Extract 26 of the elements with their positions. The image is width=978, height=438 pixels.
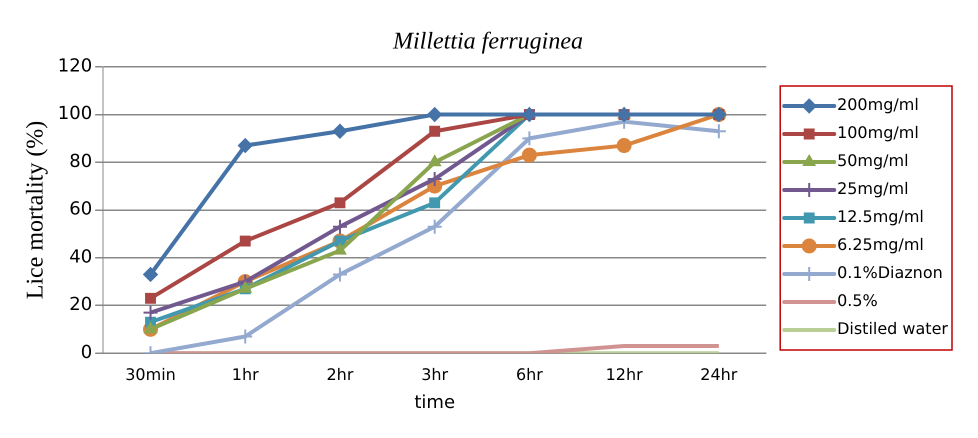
- y-tick-label: 80: [69, 150, 92, 172]
- legend-label: 25mg/ml: [786, 179, 909, 198]
- x-tick-label: 2hr: [326, 364, 354, 384]
- x-tick-label: 6hr: [516, 364, 544, 384]
- y-tick-label: 120: [58, 55, 92, 76]
- y-tick-label: 40: [69, 246, 92, 268]
- x-axis-title: time: [414, 392, 456, 413]
- legend-label: 0.1%Diaznon: [786, 263, 943, 282]
- legend-label: Distiled water: [786, 319, 948, 338]
- x-tick-label: 30min: [125, 364, 176, 384]
- chart-title: Millettia ferruginea: [392, 28, 583, 55]
- legend-label: 6.25mg/ml: [786, 235, 924, 254]
- x-tick-label: 12hr: [606, 364, 644, 384]
- y-tick-label: 20: [69, 294, 92, 316]
- y-tick-label: 100: [58, 103, 92, 124]
- y-tick-label: 0: [80, 342, 92, 363]
- legend-label: 50mg/ml: [786, 151, 909, 170]
- x-tick-label: 3hr: [421, 364, 449, 384]
- x-tick-label: 1hr: [232, 364, 260, 384]
- legend-label: 12.5mg/ml: [786, 207, 924, 226]
- y-axis-title: Lice mortality (%): [22, 120, 49, 300]
- legend-label: 200mg/ml: [786, 95, 919, 114]
- legend-label: 100mg/ml: [786, 123, 919, 142]
- x-tick-label: 24hr: [700, 364, 738, 384]
- y-tick-label: 60: [69, 198, 92, 220]
- legend-label: 0.5%: [786, 291, 878, 310]
